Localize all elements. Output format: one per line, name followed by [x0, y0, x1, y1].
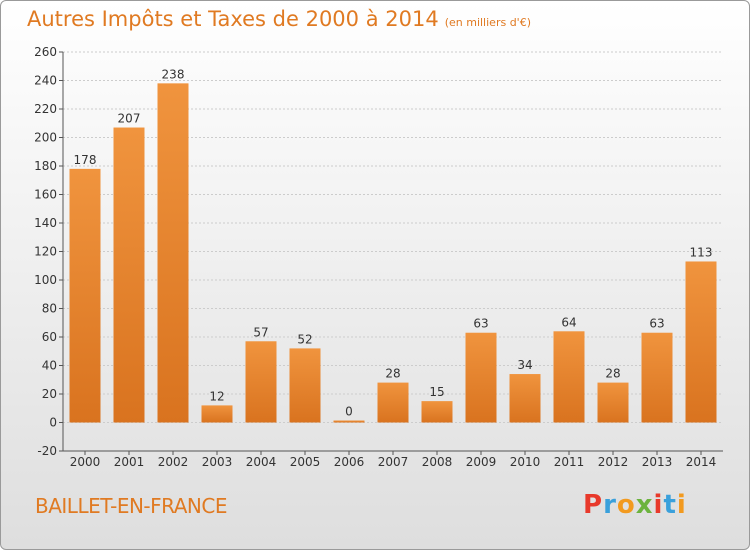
x-tick-label: 2012 — [598, 455, 629, 469]
proxiti-logo[interactable]: Proxiti — [583, 490, 687, 520]
logo-letter: o — [616, 490, 636, 520]
bar-value-label: 64 — [561, 315, 576, 329]
bar-value-label: 63 — [473, 317, 488, 331]
bar-value-label: 113 — [690, 245, 713, 259]
y-tick-label: 0 — [49, 416, 57, 430]
bar-value-label: 12 — [209, 389, 224, 403]
x-tick-label: 2007 — [378, 455, 409, 469]
y-tick-label: 180 — [34, 159, 57, 173]
bar-value-label: 57 — [253, 325, 268, 339]
y-tick-label: 80 — [42, 302, 57, 316]
x-tick-label: 2011 — [554, 455, 585, 469]
bar-value-label: 238 — [162, 67, 185, 81]
x-tick-label: 2004 — [246, 455, 277, 469]
bar — [509, 374, 541, 423]
y-tick-label: 240 — [34, 74, 57, 88]
x-tick-label: 2009 — [466, 455, 497, 469]
x-tick-label: 2001 — [114, 455, 145, 469]
bar — [289, 348, 321, 423]
logo-letter: x — [635, 490, 654, 520]
bar-value-label: 0 — [345, 405, 353, 419]
bar — [685, 261, 717, 423]
y-tick-label: 140 — [34, 216, 57, 230]
bar — [377, 382, 409, 423]
chart-title: Autres Impôts et Taxes de 2000 à 2014 (en… — [27, 7, 531, 31]
y-tick-label: 120 — [34, 245, 57, 259]
bar — [245, 341, 277, 423]
logo-letter: i — [676, 490, 687, 520]
y-tick-label: 100 — [34, 273, 57, 287]
bar-value-label: 34 — [517, 358, 532, 372]
x-tick-label: 2008 — [422, 455, 453, 469]
bar — [201, 405, 233, 423]
bar-value-label: 207 — [118, 112, 141, 126]
bar — [641, 332, 673, 423]
chart-subtitle: (en milliers d'€) — [444, 16, 531, 29]
bar-value-label: 178 — [74, 153, 97, 167]
logo-letter: t — [663, 490, 677, 520]
y-tick-label: 40 — [42, 359, 57, 373]
y-tick-label: -20 — [37, 444, 57, 458]
bar-value-label: 28 — [385, 367, 400, 381]
bar-value-label: 28 — [605, 367, 620, 381]
bar — [69, 168, 101, 423]
bar — [553, 331, 585, 423]
bar — [421, 401, 453, 423]
y-tick-label: 200 — [34, 131, 57, 145]
x-tick-label: 2006 — [334, 455, 365, 469]
bar — [157, 83, 189, 423]
y-tick-label: 260 — [34, 45, 57, 59]
bar-value-label: 15 — [429, 385, 444, 399]
x-tick-label: 2002 — [158, 455, 189, 469]
y-tick-label: 220 — [34, 102, 57, 116]
logo-letter: P — [583, 490, 604, 520]
x-tick-label: 2005 — [290, 455, 321, 469]
y-tick-label: 160 — [34, 188, 57, 202]
bar — [333, 420, 365, 423]
x-tick-label: 2013 — [642, 455, 673, 469]
x-tick-label: 2010 — [510, 455, 541, 469]
logo-letter: i — [653, 490, 664, 520]
y-tick-label: 20 — [42, 387, 57, 401]
x-tick-label: 2003 — [202, 455, 233, 469]
bar — [113, 127, 145, 423]
city-name: BAILLET-EN-FRANCE — [35, 494, 227, 518]
chart-title-text: Autres Impôts et Taxes de 2000 à 2014 — [27, 7, 439, 31]
bar-value-label: 63 — [649, 317, 664, 331]
bar — [465, 332, 497, 423]
logo-letter: r — [603, 490, 617, 520]
x-tick-label: 2014 — [686, 455, 717, 469]
y-tick-label: 60 — [42, 330, 57, 344]
bar-value-label: 52 — [297, 332, 312, 346]
bar — [597, 382, 629, 423]
x-tick-label: 2000 — [70, 455, 101, 469]
